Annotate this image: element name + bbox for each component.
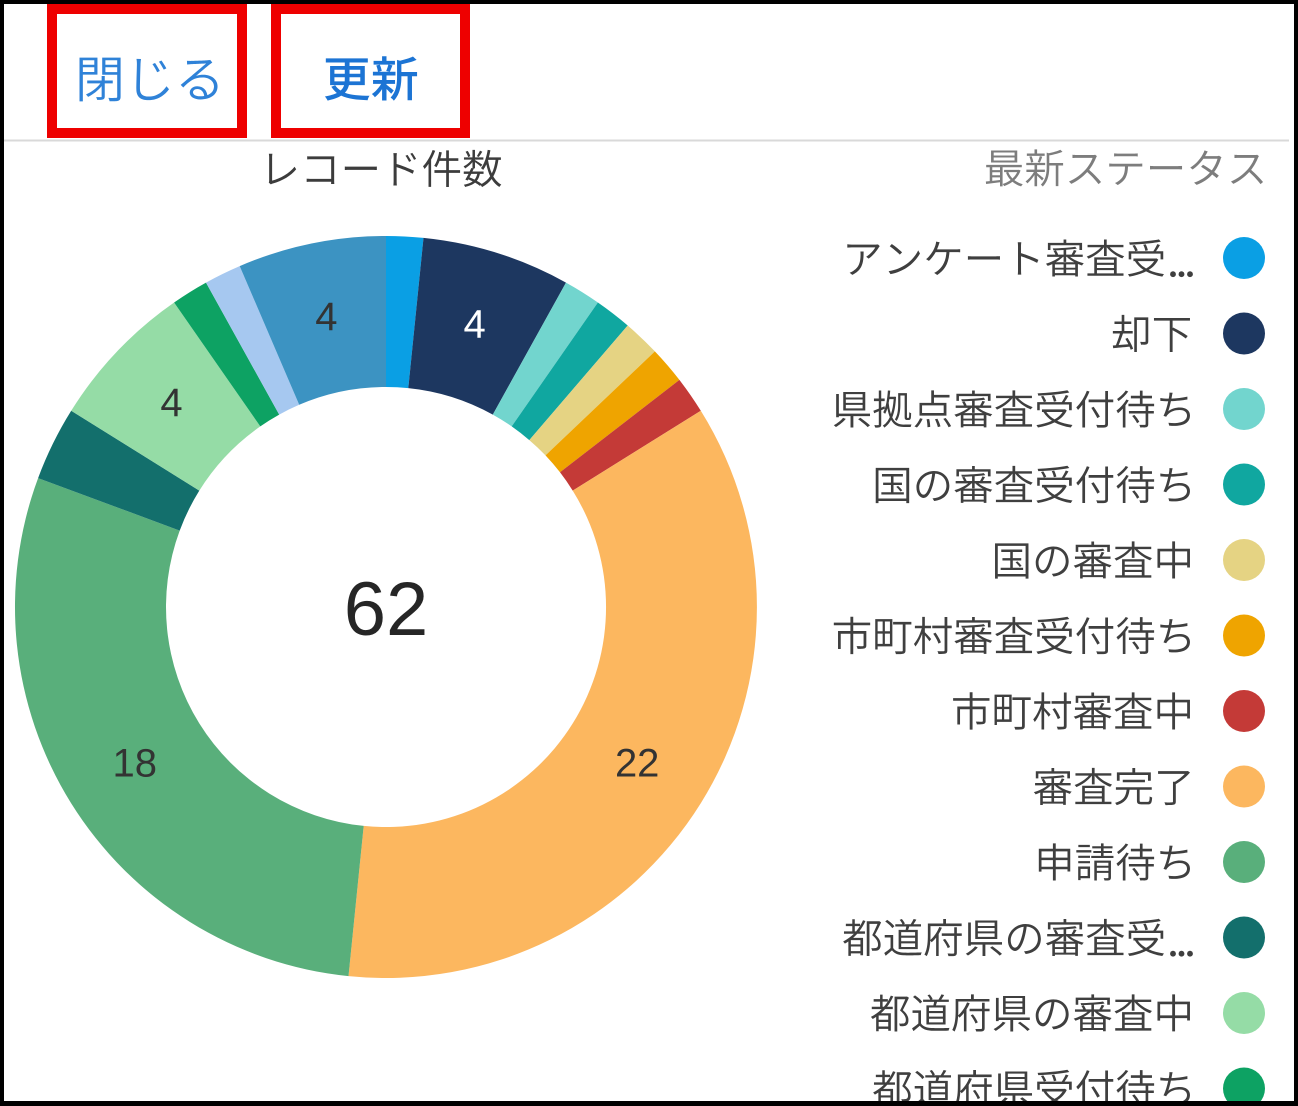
svg-text:22: 22 bbox=[615, 742, 660, 786]
svg-text:4: 4 bbox=[315, 295, 337, 339]
svg-text:18: 18 bbox=[113, 742, 158, 786]
svg-text:4: 4 bbox=[463, 303, 485, 347]
svg-text:62: 62 bbox=[344, 567, 429, 652]
svg-text:4: 4 bbox=[160, 381, 182, 425]
